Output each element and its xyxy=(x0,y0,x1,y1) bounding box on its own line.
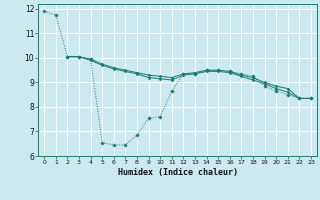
X-axis label: Humidex (Indice chaleur): Humidex (Indice chaleur) xyxy=(118,168,238,177)
